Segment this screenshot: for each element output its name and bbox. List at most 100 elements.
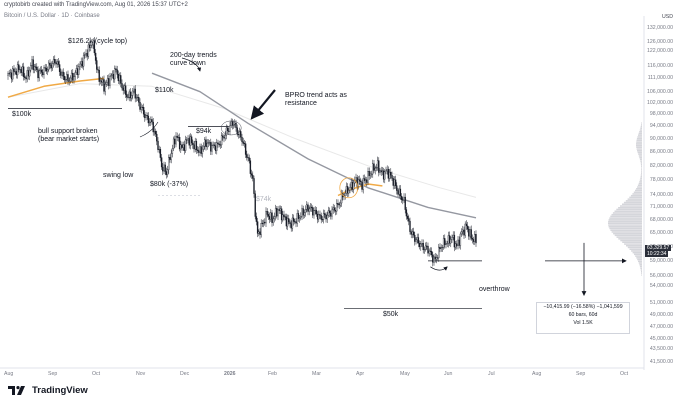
- candle-body: [397, 190, 399, 195]
- candle-body: [139, 102, 141, 110]
- candle-body: [229, 125, 231, 132]
- candle-body: [321, 219, 324, 221]
- candle-body: [380, 170, 382, 173]
- candle-body: [388, 171, 391, 179]
- candle-body: [200, 146, 202, 154]
- volume-profile-bar: [640, 160, 642, 162]
- candle-body: [240, 131, 242, 138]
- candle-body: [97, 69, 99, 71]
- time-tick-label: Dec: [180, 371, 190, 377]
- volume-profile-bar: [632, 251, 642, 254]
- candle-body: [282, 214, 284, 221]
- tradingview-wordmark[interactable]: TradingView: [32, 385, 88, 396]
- candle-body: [31, 59, 33, 66]
- candle-body: [55, 62, 57, 65]
- volume-profile-bar: [639, 156, 642, 159]
- candle-body: [271, 212, 273, 223]
- horizontal-levels: [8, 108, 482, 310]
- candle-body: [382, 170, 385, 180]
- candle-body: [338, 204, 340, 206]
- volume-profile-bar: [638, 153, 642, 155]
- bull-market-support-band-2: [337, 183, 383, 197]
- candle-body: [129, 91, 132, 99]
- candle-body: [406, 215, 409, 219]
- candle-body: [138, 97, 140, 103]
- candle-body: [294, 221, 296, 223]
- candle-body: [410, 231, 412, 235]
- candle-body: [465, 223, 468, 227]
- candle-body: [60, 71, 62, 76]
- volume-profile-bar: [638, 134, 642, 136]
- candle-body: [361, 181, 363, 190]
- volume-profile-bar: [641, 274, 642, 276]
- candle-body: [241, 137, 243, 142]
- candle-body: [284, 216, 286, 218]
- candle-body: [72, 72, 74, 81]
- candle-body: [117, 74, 120, 82]
- annotation-overthrow: overthrow: [479, 286, 510, 293]
- candle-body: [279, 208, 282, 211]
- candle-body: [423, 248, 426, 251]
- highlight-circle-band: [339, 177, 359, 199]
- candle-body: [438, 246, 440, 259]
- countdown-tag: 10:22:34: [645, 251, 669, 257]
- candle-body: [112, 73, 115, 80]
- candle-body: [56, 61, 58, 65]
- candle-body: [256, 221, 259, 234]
- volume-profile-bar: [624, 243, 642, 245]
- candle-body: [319, 214, 321, 216]
- volume-profile-bar: [638, 260, 642, 263]
- candle-body: [58, 64, 61, 72]
- candle-body: [434, 256, 436, 260]
- candle-body: [94, 52, 97, 61]
- candle-body: [182, 144, 184, 148]
- volume-profile-bar: [618, 238, 642, 240]
- volume-profile-bar: [641, 165, 642, 167]
- time-tick-label: Apr: [356, 371, 365, 377]
- candle-body: [194, 141, 196, 150]
- candle-body: [189, 136, 192, 146]
- candle-body: [141, 106, 144, 108]
- candle-body: [435, 257, 438, 260]
- candle-body: [350, 181, 352, 188]
- candle-body: [99, 80, 102, 82]
- candle-body: [307, 204, 309, 212]
- volume-profile-bar: [629, 248, 642, 250]
- candle-body: [324, 213, 326, 215]
- price-tick-label: 45,000.00: [649, 336, 673, 343]
- candle-body: [330, 212, 332, 217]
- candle-body: [91, 44, 93, 46]
- annotation-110k: $110k: [155, 87, 174, 94]
- candle-body: [232, 124, 235, 126]
- candle-body: [409, 220, 411, 232]
- candle-body: [222, 135, 224, 138]
- candle-body: [7, 73, 9, 76]
- candle-body: [10, 72, 13, 80]
- annotation-74k: $74k: [256, 196, 272, 203]
- candle-body: [180, 144, 182, 150]
- candle-body: [201, 148, 204, 154]
- candle-body: [61, 71, 63, 76]
- candle-body: [204, 139, 206, 147]
- candle-body: [103, 79, 105, 92]
- candle-body: [345, 186, 348, 194]
- candle-body: [210, 142, 212, 152]
- candle-body: [420, 243, 422, 247]
- candle-body: [474, 234, 476, 242]
- time-tick-label: Jul: [488, 371, 495, 377]
- currency-label: USD: [662, 14, 673, 20]
- candle-body: [468, 229, 470, 237]
- candle-body: [211, 145, 213, 152]
- candle-body: [93, 40, 96, 54]
- candle-body: [327, 210, 330, 216]
- volume-profile-bar: [641, 172, 642, 174]
- volume-profile-bar: [634, 253, 642, 256]
- candle-body: [226, 127, 229, 132]
- candle-body: [36, 66, 38, 70]
- candle-body: [404, 196, 406, 210]
- candle-body: [403, 196, 405, 201]
- candle-body: [96, 60, 98, 70]
- ema-200-line: [7, 83, 477, 198]
- candle-body: [12, 68, 14, 80]
